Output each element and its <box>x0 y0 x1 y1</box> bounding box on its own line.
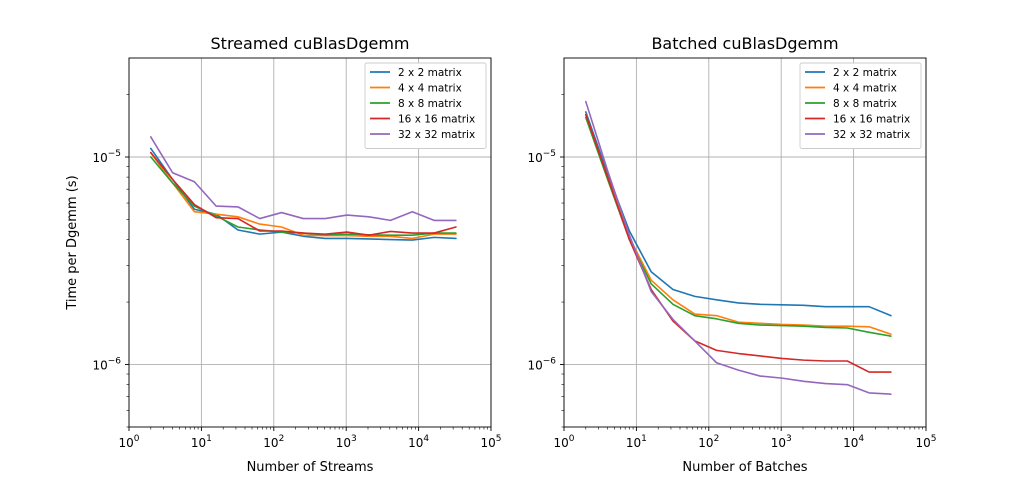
legend-label: 32 x 32 matrix <box>833 129 910 141</box>
y-tick-label: 10−6 <box>92 357 121 373</box>
legend-label: 32 x 32 matrix <box>398 129 475 141</box>
series-line-4 <box>149 151 457 236</box>
y-tick-label: 10−6 <box>527 357 556 373</box>
series-line-1 <box>584 111 892 317</box>
legend-box <box>364 62 487 149</box>
x-tick-label: 105 <box>915 434 936 450</box>
x-tick-label-base: 10 <box>915 436 930 450</box>
legend-label: 4 x 4 matrix <box>833 83 897 95</box>
x-tick-label-exponent: 5 <box>496 434 502 444</box>
x-tick-label-exponent: 1 <box>641 434 647 444</box>
x-tick-label: 100 <box>118 434 139 450</box>
legend: 2 x 2 matrix 4 x 4 matrix 8 x 8 matrix 16 x… <box>799 62 922 149</box>
x-tick-label-base: 10 <box>626 436 641 450</box>
x-tick-label-exponent: 4 <box>423 434 429 444</box>
x-tick-label-exponent: 2 <box>279 434 285 444</box>
legend-box <box>799 62 922 149</box>
legend-label: 2 x 2 matrix <box>398 67 462 79</box>
series-line-4 <box>584 113 892 373</box>
x-tick-label-exponent: 2 <box>714 434 720 444</box>
legend-label: 4 x 4 matrix <box>398 83 462 95</box>
legend: 2 x 2 matrix 4 x 4 matrix 8 x 8 matrix 16 x… <box>364 62 487 149</box>
x-tick-label: 104 <box>843 434 864 450</box>
x-tick-label-base: 10 <box>191 436 206 450</box>
x-tick-label-base: 10 <box>480 436 495 450</box>
x-tick-label-exponent: 3 <box>786 434 792 444</box>
y-tick-label-base: 10 <box>527 359 542 373</box>
legend-label: 8 x 8 matrix <box>833 98 897 110</box>
y-tick-label: 10−5 <box>527 149 556 165</box>
x-axis-label: Number of Batches <box>682 460 807 475</box>
legend-label: 16 x 16 matrix <box>398 114 475 126</box>
y-tick-label-exponent: −5 <box>543 149 556 159</box>
plot-frame <box>128 57 492 428</box>
y-tick-label-base: 10 <box>92 359 107 373</box>
x-tick-label-exponent: 0 <box>134 434 140 444</box>
chart-title: Streamed cuBlasDgemm <box>211 34 410 53</box>
x-tick-label: 101 <box>191 434 212 450</box>
x-tick-label-base: 10 <box>336 436 351 450</box>
chart-title: Batched cuBlasDgemm <box>651 34 838 53</box>
legend-label: 16 x 16 matrix <box>833 114 910 126</box>
x-axis-label: Number of Streams <box>247 460 374 475</box>
x-tick-label-exponent: 0 <box>569 434 575 444</box>
x-tick-label: 105 <box>480 434 501 450</box>
x-tick-label-base: 10 <box>771 436 786 450</box>
y-tick-label-exponent: −6 <box>108 357 122 367</box>
series-line-5 <box>149 136 457 222</box>
x-tick-label-exponent: 4 <box>858 434 864 444</box>
series-group <box>584 100 892 395</box>
x-tick-label: 102 <box>263 434 284 450</box>
plot-frame <box>563 57 927 428</box>
y-tick-label-base: 10 <box>92 151 107 165</box>
series-line-3 <box>149 156 457 236</box>
y-tick-label-exponent: −6 <box>543 357 557 367</box>
x-tick-label-base: 10 <box>118 436 133 450</box>
x-tick-label-exponent: 1 <box>206 434 212 444</box>
x-tick-label-base: 10 <box>843 436 858 450</box>
x-tick-label-exponent: 5 <box>931 434 937 444</box>
y-axis-label: Time per Dgemm (s) <box>65 175 80 310</box>
legend-label: 2 x 2 matrix <box>833 67 897 79</box>
series-line-2 <box>149 151 457 240</box>
x-tick-label: 101 <box>626 434 647 450</box>
x-tick-label-base: 10 <box>698 436 713 450</box>
x-tick-label: 103 <box>336 434 357 450</box>
series-line-2 <box>584 113 892 336</box>
x-tick-label-base: 10 <box>408 436 423 450</box>
y-tick-label-exponent: −5 <box>108 149 121 159</box>
x-tick-label: 100 <box>553 434 574 450</box>
x-tick-label-base: 10 <box>263 436 278 450</box>
y-tick-label: 10−5 <box>92 149 121 165</box>
series-line-5 <box>584 100 892 395</box>
x-tick-label: 102 <box>698 434 719 450</box>
series-line-1 <box>149 147 457 241</box>
x-tick-label: 104 <box>408 434 429 450</box>
x-tick-label-exponent: 3 <box>351 434 357 444</box>
legend-label: 8 x 8 matrix <box>398 98 462 110</box>
series-group <box>149 136 457 241</box>
y-tick-label-base: 10 <box>527 151 542 165</box>
x-tick-label: 103 <box>771 434 792 450</box>
x-tick-label-base: 10 <box>553 436 568 450</box>
